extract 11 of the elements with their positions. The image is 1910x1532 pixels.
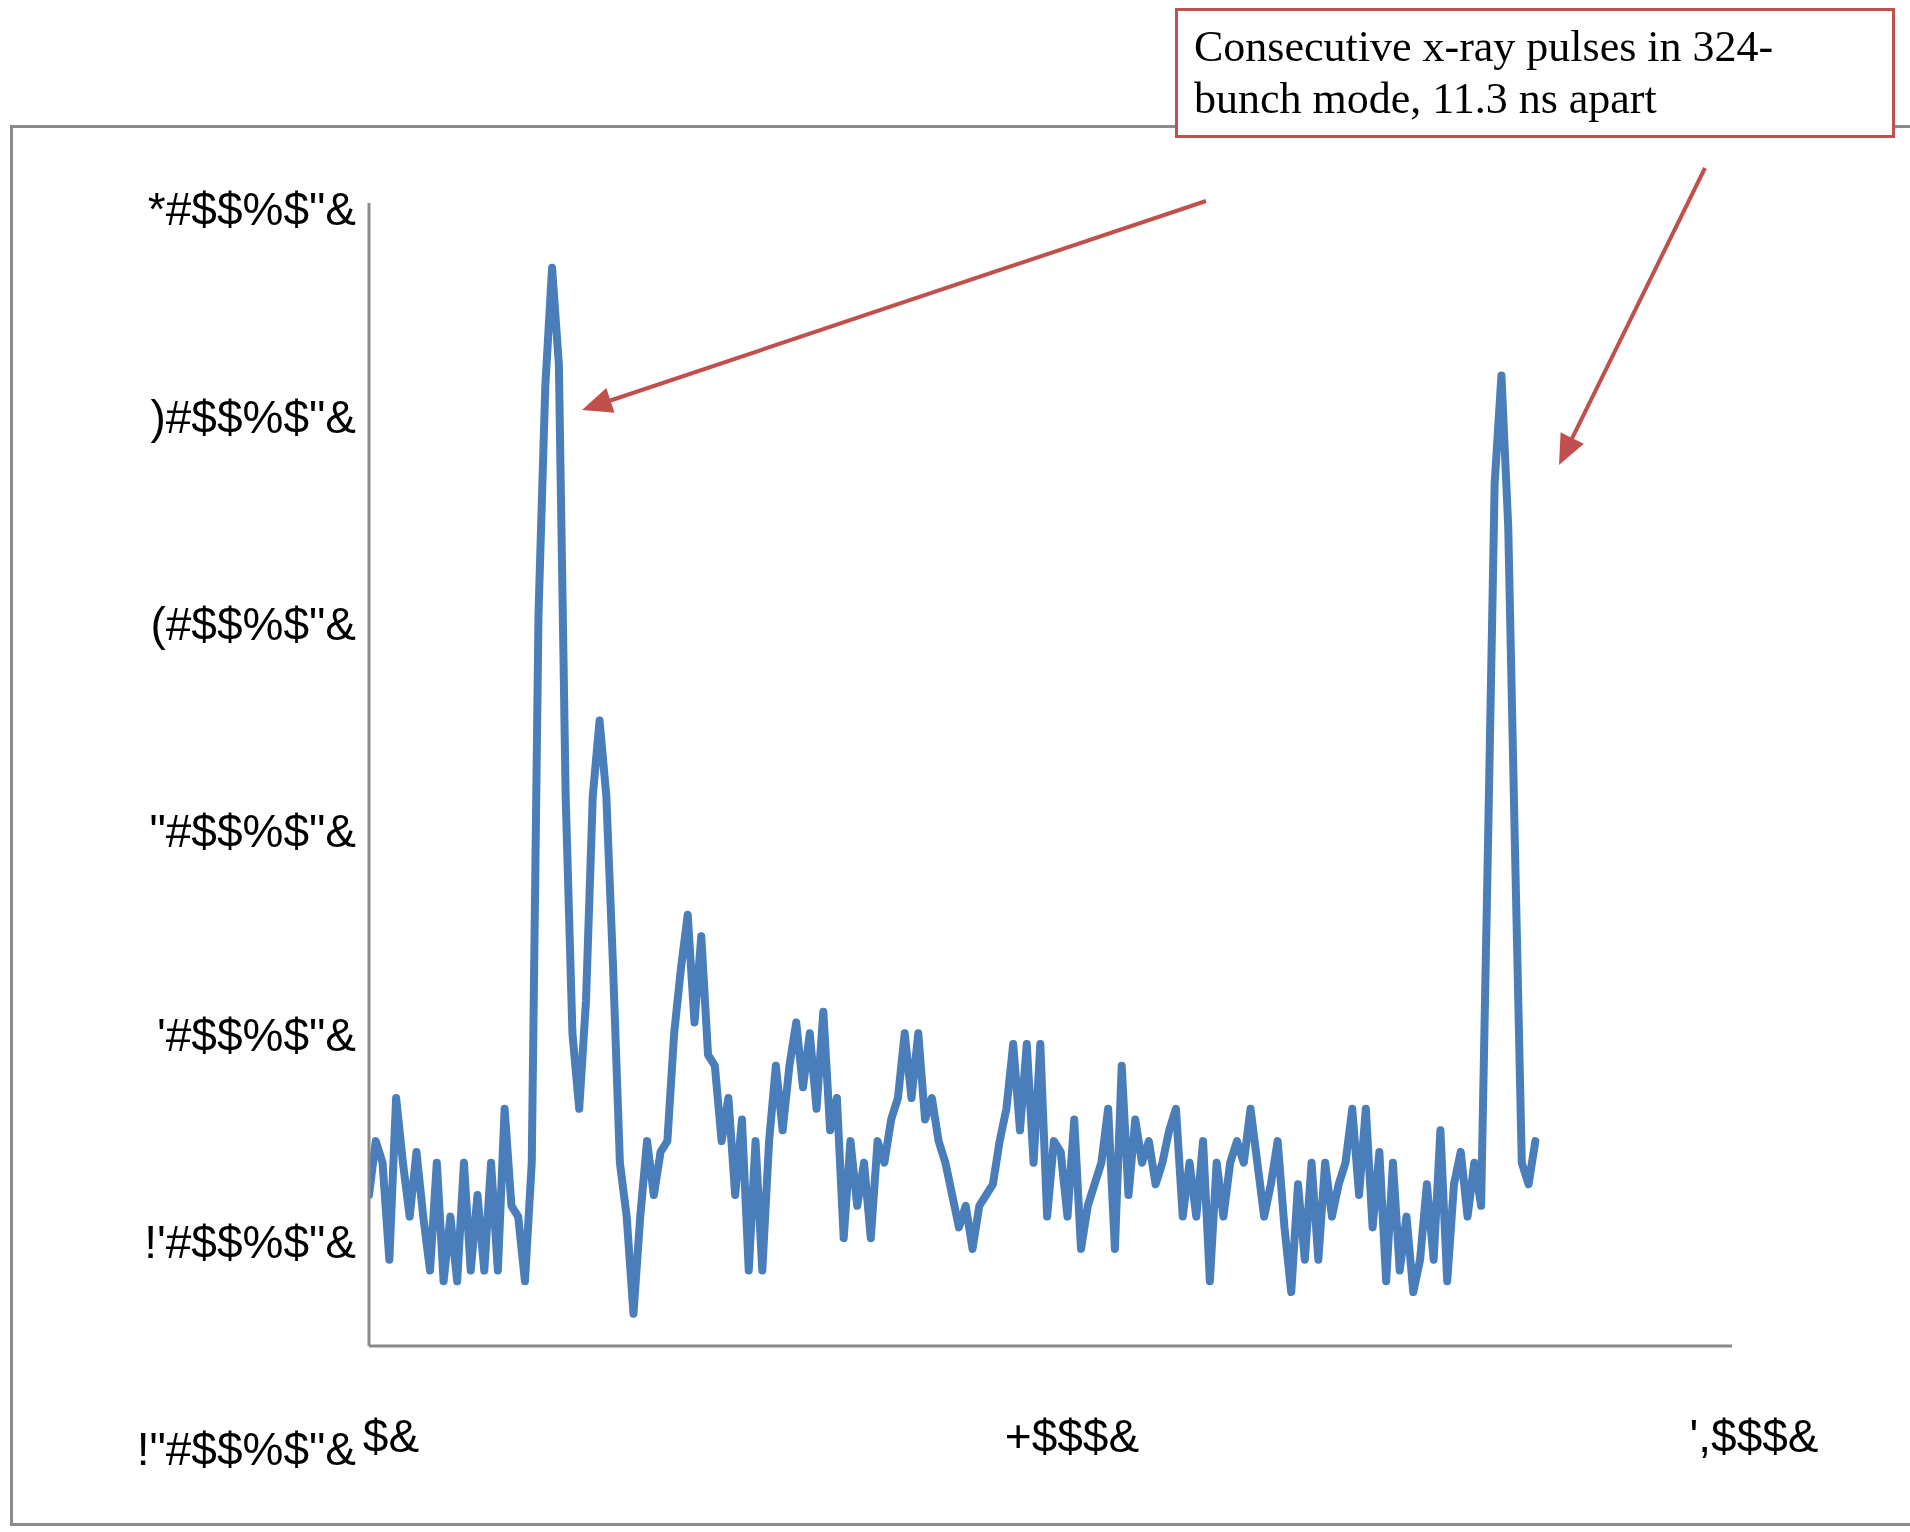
text: Consecutive x-ray pulses in 324-bunch mode, 11.3 ns apart (1175, 8, 1895, 138)
text: *#$$%$"& (147, 182, 356, 237)
text: )#$$%$"& (150, 390, 356, 445)
text: !'#$$%$"& (144, 1215, 356, 1270)
text: (#$$%$"& (150, 597, 356, 652)
text: +$$$& (1003, 1409, 1141, 1464)
text: ',$$$& (1688, 1409, 1820, 1464)
text: $& (362, 1410, 420, 1462)
text: !"#$$%$"& (136, 1422, 356, 1477)
text: '#$$%$"& (156, 1008, 356, 1063)
text: "#$$%$"& (149, 804, 356, 859)
